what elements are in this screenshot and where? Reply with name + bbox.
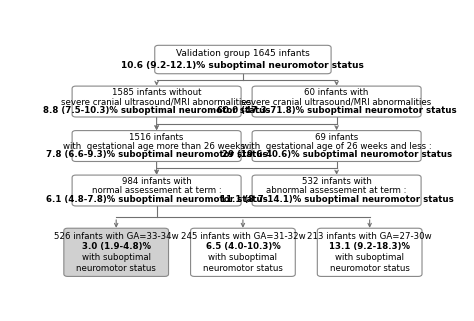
Text: 11.1 (8.7-14.1)% suboptimal neuromotor status: 11.1 (8.7-14.1)% suboptimal neuromotor s…	[220, 195, 454, 204]
Text: severe cranial ultrasound/MRI abnormalities: severe cranial ultrasound/MRI abnormalit…	[62, 97, 252, 106]
FancyBboxPatch shape	[191, 228, 295, 276]
Text: with  gestational age more than 26 weeks :: with gestational age more than 26 weeks …	[63, 142, 250, 151]
FancyBboxPatch shape	[64, 228, 169, 276]
Text: neuromotor status: neuromotor status	[76, 264, 156, 273]
FancyBboxPatch shape	[252, 86, 421, 117]
FancyBboxPatch shape	[72, 175, 241, 206]
Text: severe cranial ultrasound/MRI abnormalities: severe cranial ultrasound/MRI abnormalit…	[241, 97, 432, 106]
Text: 6.1 (4.8-7.8)% suboptimal neuromotor status: 6.1 (4.8-7.8)% suboptimal neuromotor sta…	[46, 195, 267, 204]
Text: 13.1 (9.2-18.3)%: 13.1 (9.2-18.3)%	[329, 242, 410, 251]
Text: 10.6 (9.2-12.1)% suboptimal neuromotor status: 10.6 (9.2-12.1)% suboptimal neuromotor s…	[121, 61, 365, 70]
Text: 1585 infants without: 1585 infants without	[112, 88, 201, 97]
FancyBboxPatch shape	[155, 45, 331, 74]
Text: 60 infants with: 60 infants with	[304, 88, 369, 97]
Text: neuromotor status: neuromotor status	[203, 264, 283, 273]
Text: with suboptimal: with suboptimal	[335, 253, 404, 262]
Text: 245 infants with GA=31-32w: 245 infants with GA=31-32w	[181, 232, 305, 241]
Text: normal assessement at term :: normal assessement at term :	[92, 186, 221, 195]
FancyBboxPatch shape	[252, 175, 421, 206]
Text: 8.8 (7.5-10.3)% suboptimal neuromotor status: 8.8 (7.5-10.3)% suboptimal neuromotor st…	[43, 106, 270, 115]
FancyBboxPatch shape	[72, 86, 241, 117]
Text: 3.0 (1.9-4.8)%: 3.0 (1.9-4.8)%	[82, 242, 151, 251]
Text: Validation group 1645 infants: Validation group 1645 infants	[176, 49, 310, 58]
Text: 532 infants with: 532 infants with	[301, 178, 372, 187]
Text: abnormal assessement at term :: abnormal assessement at term :	[266, 186, 407, 195]
FancyBboxPatch shape	[317, 228, 422, 276]
Text: 984 infants with: 984 infants with	[122, 178, 191, 187]
Text: 213 infants with GA=27-30w: 213 infants with GA=27-30w	[307, 232, 432, 241]
Text: neuromotor status: neuromotor status	[330, 264, 410, 273]
Text: 29 (19.6-40.6)% suboptimal neuromotor status: 29 (19.6-40.6)% suboptimal neuromotor st…	[221, 150, 452, 159]
FancyBboxPatch shape	[72, 131, 241, 161]
Text: 6.5 (4.0-10.3)%: 6.5 (4.0-10.3)%	[206, 242, 280, 251]
Text: 7.8 (6.6-9.3)% suboptimal neuromotor status: 7.8 (6.6-9.3)% suboptimal neuromotor sta…	[46, 150, 267, 159]
Text: 60.0 (47.3-71.8)% suboptimal neuromotor status: 60.0 (47.3-71.8)% suboptimal neuromotor …	[217, 106, 456, 115]
Text: 69 infants: 69 infants	[315, 133, 358, 142]
FancyBboxPatch shape	[252, 131, 421, 161]
Text: with suboptimal: with suboptimal	[209, 253, 277, 262]
Text: with suboptimal: with suboptimal	[82, 253, 151, 262]
Text: 526 infants with GA=33-34w: 526 infants with GA=33-34w	[54, 232, 179, 241]
Text: with  gestational age of 26 weeks and less :: with gestational age of 26 weeks and les…	[242, 142, 431, 151]
Text: 1516 infants: 1516 infants	[129, 133, 184, 142]
